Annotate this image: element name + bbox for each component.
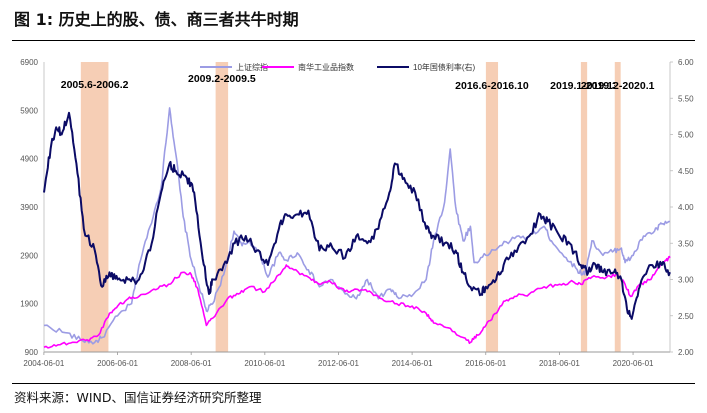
x-tick-label: 2012-06-01 — [318, 359, 359, 368]
highlight-label: 2005.6-2006.2 — [61, 79, 129, 91]
left-tick-label: 6900 — [20, 58, 38, 67]
legend-label: 上证综指 — [236, 62, 268, 72]
x-tick-label: 2010-06-01 — [244, 359, 285, 368]
highlight-label: 2019.12-2020.1 — [581, 80, 655, 92]
right-tick-label: 4.50 — [678, 167, 694, 176]
highlight-band — [580, 62, 588, 352]
series-line — [43, 255, 671, 349]
right-tick-label: 6.00 — [678, 58, 694, 67]
highlight-label: 2009.2-2009.5 — [188, 73, 256, 85]
source-rule — [12, 383, 695, 384]
right-tick-label: 2.50 — [678, 312, 694, 321]
highlight-label: 2019.1-2019.3 — [550, 80, 618, 92]
highlight-band — [215, 62, 229, 352]
figure-source: 资料来源：WIND、国信证券经济研究所整理 — [14, 390, 262, 405]
left-tick-label: 900 — [25, 348, 39, 357]
highlight-band — [614, 62, 621, 352]
right-tick-label: 4.00 — [678, 203, 694, 212]
legend-label: 10年国债利率(右) — [413, 62, 476, 72]
figure-title: 图 1: 历史上的股、债、商三者共牛时期 — [14, 10, 299, 29]
x-tick-label: 2018-06-01 — [539, 359, 580, 368]
title-rule — [12, 40, 695, 41]
left-tick-label: 4900 — [20, 155, 38, 164]
x-tick-label: 2006-06-01 — [97, 359, 138, 368]
right-tick-label: 3.50 — [678, 239, 694, 248]
left-tick-label: 2900 — [20, 251, 38, 260]
series-line — [43, 111, 671, 320]
series-line — [43, 107, 671, 345]
left-tick-label: 5900 — [20, 106, 38, 115]
highlight-label: 2016.6-2016.10 — [455, 80, 529, 92]
highlight-band — [485, 62, 499, 352]
right-tick-label: 3.00 — [678, 276, 694, 285]
right-tick-label: 2.00 — [678, 348, 694, 357]
x-tick-label: 2020-06-01 — [613, 359, 654, 368]
left-tick-label: 3900 — [20, 203, 38, 212]
right-tick-label: 5.00 — [678, 131, 694, 140]
x-tick-label: 2008-06-01 — [171, 359, 212, 368]
highlight-band — [80, 62, 109, 352]
x-tick-label: 2004-06-01 — [23, 359, 64, 368]
legend-label: 南华工业品指数 — [298, 62, 354, 72]
x-tick-label: 2016-06-01 — [465, 359, 506, 368]
right-tick-label: 5.50 — [678, 94, 694, 103]
x-tick-label: 2014-06-01 — [392, 359, 433, 368]
left-tick-label: 1900 — [20, 300, 38, 309]
